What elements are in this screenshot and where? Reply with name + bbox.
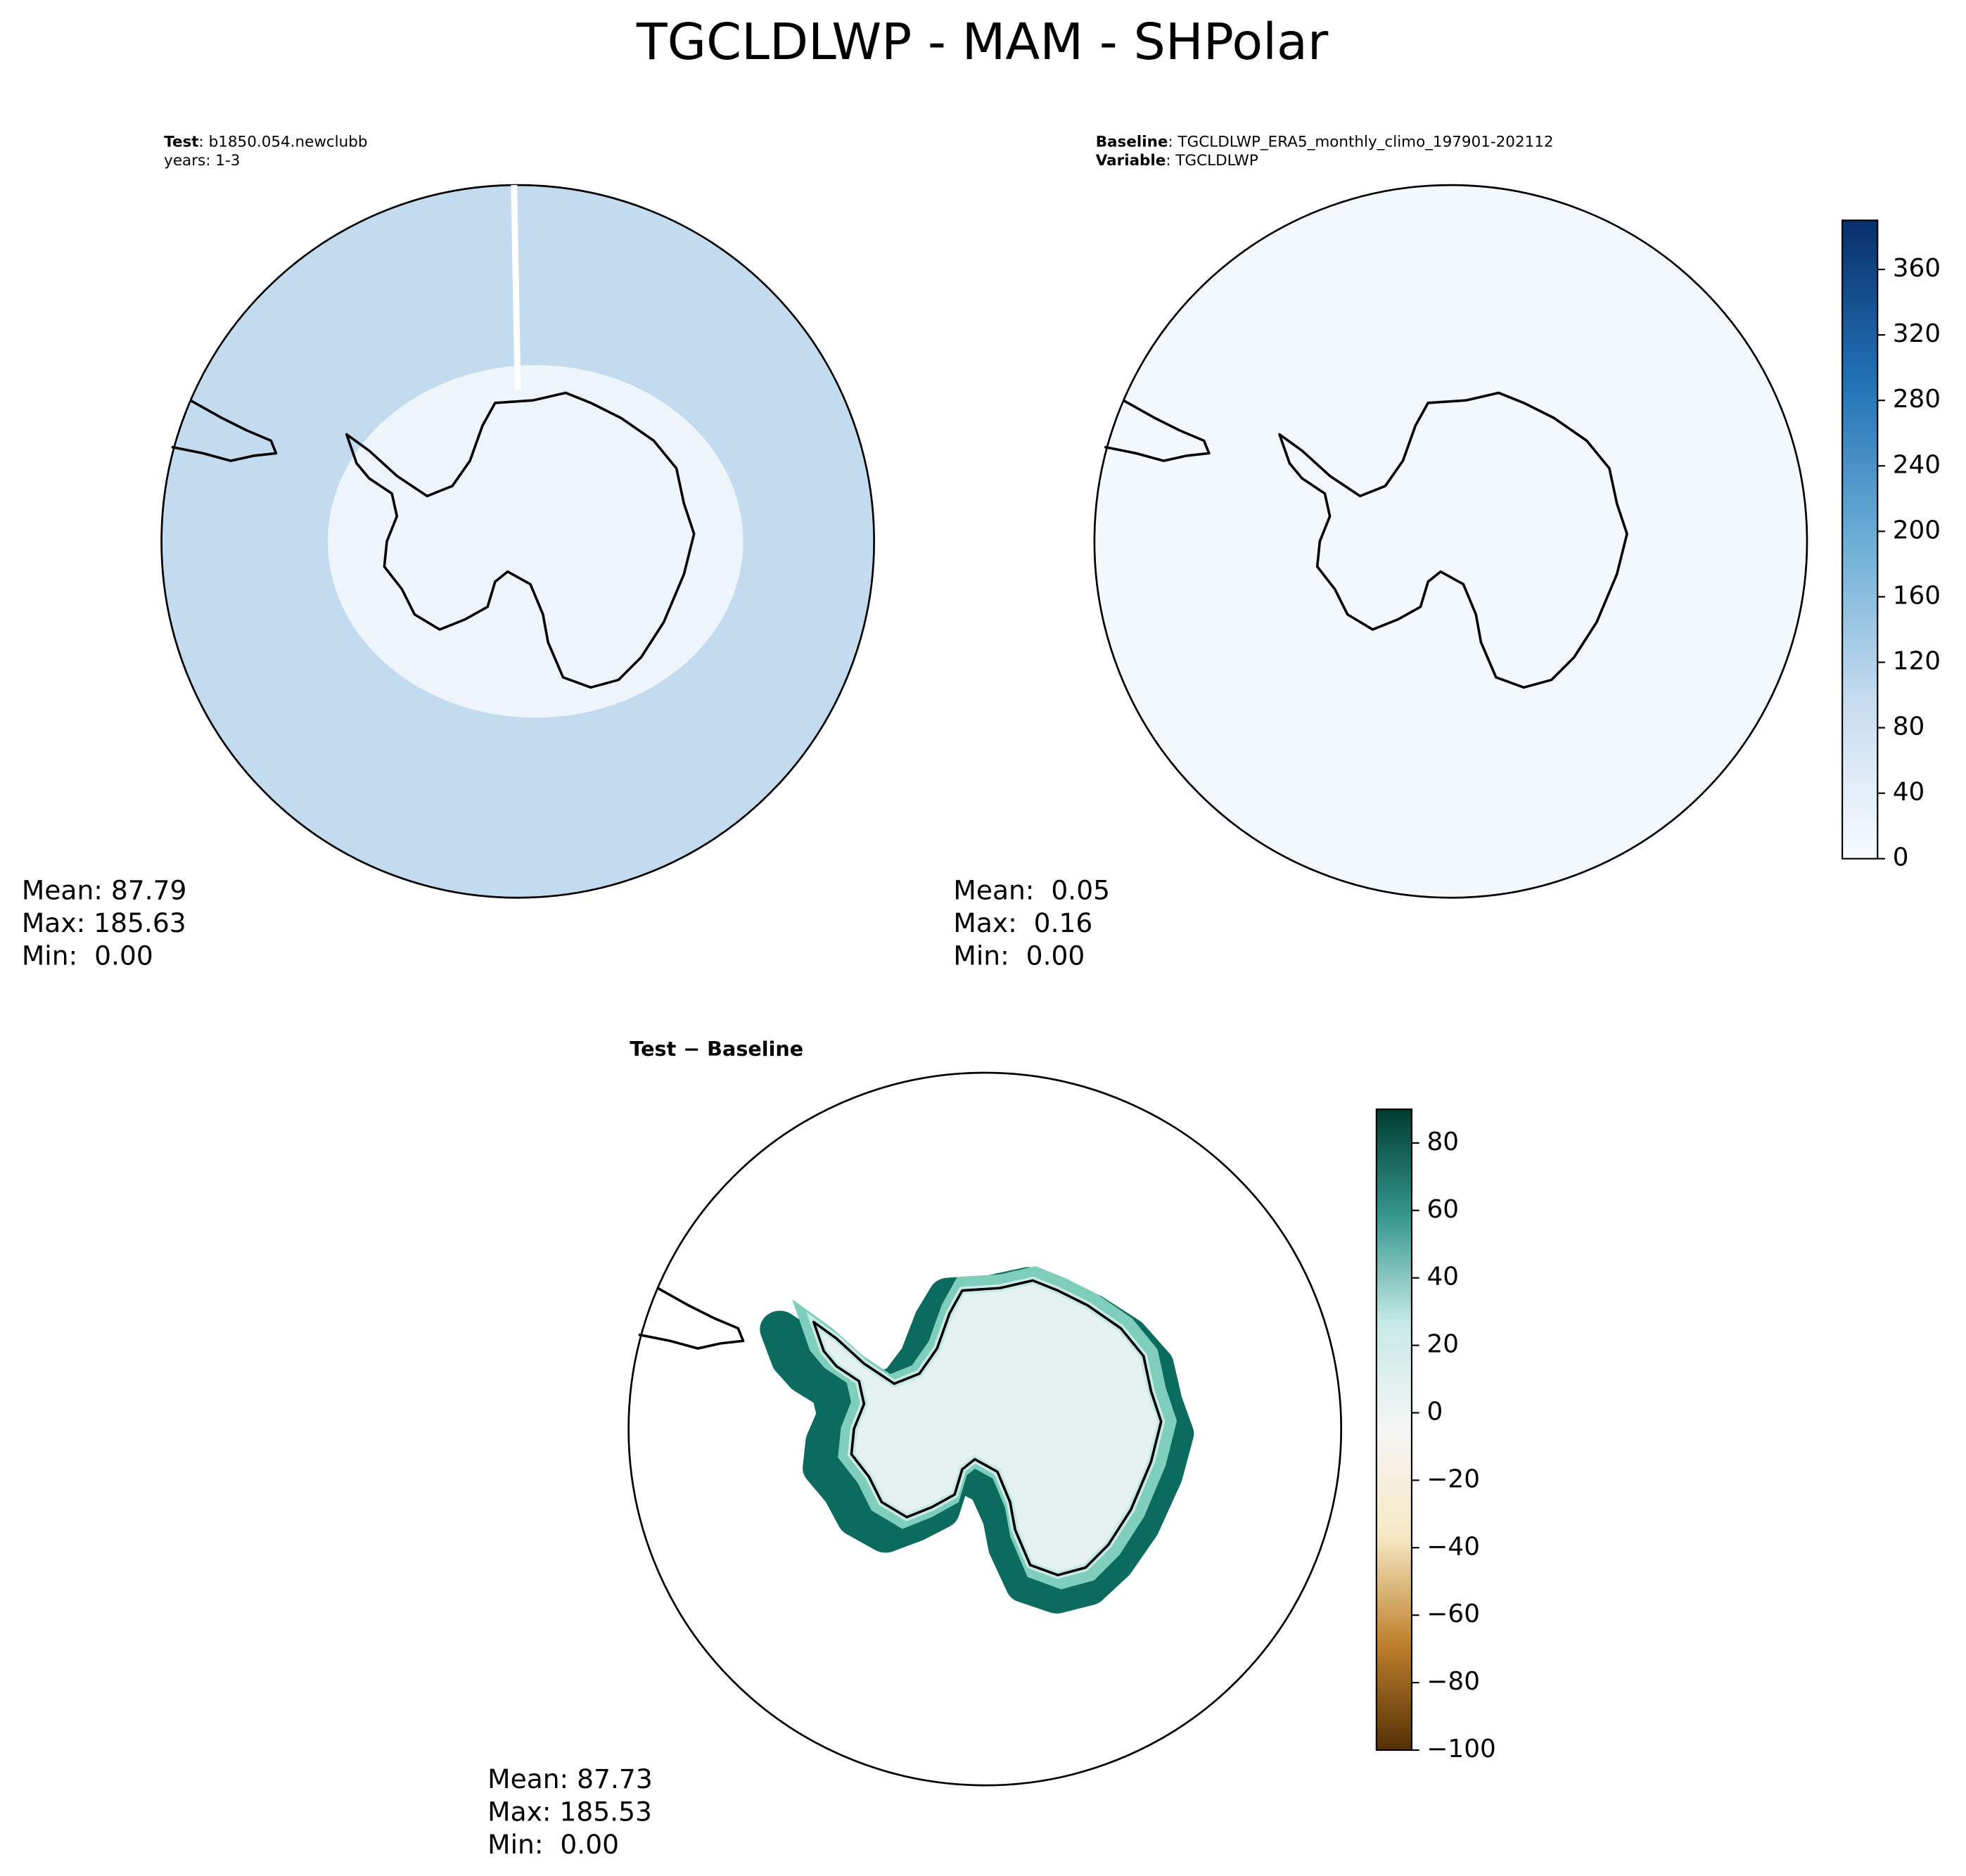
colorbar-tick-label: 360 [1893,254,1941,283]
panel-difference: Test − Baseline Mean: 87.73 Max: 185.53 Mi… [487,1037,1343,1860]
stat-line: Min: 0.00 [22,940,153,971]
map-region [327,365,743,718]
stat-line: Min: 0.00 [953,940,1085,971]
colorbar-tick-label: 80 [1426,1128,1459,1156]
stat-line: Max: 185.63 [22,907,186,938]
stat-line: Mean: 87.73 [487,1763,653,1794]
header-text: : b1850.054.newclubb [199,133,368,151]
stat-line: Mean: 0.05 [953,874,1110,905]
colorbar: −100 −80 −60 −40 −20 0 20 40 60 80 [1375,1108,1496,1763]
colorbar-tick-label: 240 [1893,450,1941,479]
colorbar-tick-label: 40 [1893,778,1925,807]
header-label: Variable [1096,152,1166,170]
colorbar-tick-label: 200 [1893,516,1941,544]
map-seam [511,185,521,390]
panel-header: Test − Baseline [630,1037,803,1061]
colorbar-tick-label: 320 [1893,319,1941,348]
colorbar-tick-label: 40 [1426,1263,1459,1291]
stat-line: Min: 0.00 [487,1829,619,1860]
colorbar-fill [1375,1108,1413,1751]
panel-baseline: Baseline: TGCLDLWP_ERA5_monthly_climo_19… [953,133,1808,971]
figure-title: TGCLDLWP - MAM - SHPolar [636,13,1329,71]
panel-test: Test: b1850.054.newclubb years: 1-3 Mean… [22,133,876,971]
header-line: years: 1-3 [164,152,240,170]
colorbar-tick-label: −20 [1426,1465,1480,1493]
colorbar: 0 40 80 120 160 200 240 280 320 360 [1841,219,1941,872]
colorbar-tick-label: 20 [1426,1330,1459,1359]
header-label: Baseline [1096,133,1168,151]
stats: Mean: 87.73 Max: 185.53 Min: 0.00 [487,1763,653,1859]
colorbar-tick-label: 120 [1893,647,1941,676]
stat-line: Mean: 87.79 [22,874,187,905]
stats: Mean: 87.79 Max: 185.63 Min: 0.00 [22,874,187,971]
panel-header: Baseline: TGCLDLWP_ERA5_monthly_climo_19… [1096,133,1554,151]
header-text: : TGCLDLWP [1166,152,1258,170]
colorbar-tick-label: −40 [1426,1532,1480,1561]
colorbar-tick-label: −100 [1426,1735,1495,1763]
colorbar-tick-label: 0 [1893,843,1909,872]
stats: Mean: 0.05 Max: 0.16 Min: 0.00 [953,874,1110,971]
stat-line: Max: 0.16 [953,907,1092,938]
colorbar-tick-label: 280 [1893,385,1941,414]
panel-header: Test: b1850.054.newclubb [164,133,367,151]
stat-line: Max: 185.53 [487,1796,652,1827]
header-text: : TGCLDLWP_ERA5_monthly_climo_197901-202… [1168,133,1553,151]
map-disc [1093,184,1808,899]
colorbar-fill [1841,219,1879,860]
panel-header: Variable: TGCLDLWP [1096,152,1258,170]
colorbar-tick-label: 60 [1426,1195,1459,1224]
colorbar-tick-label: 0 [1426,1397,1443,1426]
colorbar-tick-label: −80 [1426,1667,1480,1696]
header-label: Test [164,133,198,151]
colorbar-tick-label: −60 [1426,1600,1480,1628]
colorbar-tick-label: 160 [1893,581,1941,610]
colorbar-tick-label: 80 [1893,713,1925,741]
